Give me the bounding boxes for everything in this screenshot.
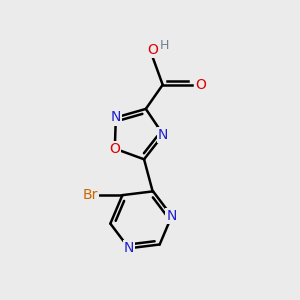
Text: N: N bbox=[111, 110, 121, 124]
Text: O: O bbox=[147, 43, 158, 57]
Text: N: N bbox=[124, 241, 134, 255]
Text: Br: Br bbox=[82, 188, 98, 202]
Text: N: N bbox=[158, 128, 168, 142]
Text: O: O bbox=[109, 142, 120, 156]
Text: N: N bbox=[167, 209, 177, 223]
Text: H: H bbox=[160, 39, 169, 52]
Text: O: O bbox=[196, 78, 206, 92]
